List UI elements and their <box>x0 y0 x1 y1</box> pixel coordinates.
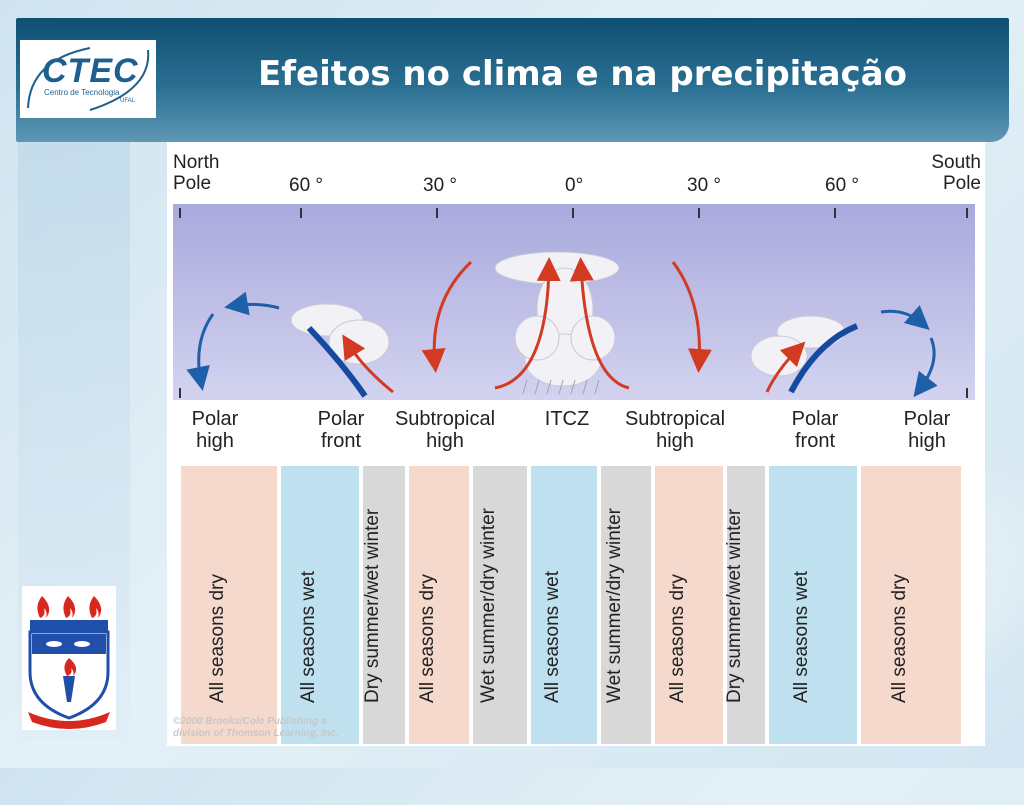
latitude-equator: 0° <box>565 175 584 196</box>
zone-subtropical-high-north: Subtropical high <box>394 408 496 452</box>
ufal-emblem <box>22 586 116 730</box>
south-front-rising-arrow <box>765 341 806 393</box>
south-polar-arrow-top <box>880 305 930 330</box>
itcz-rising-arrow-right <box>569 257 630 390</box>
zone-itcz: ITCZ <box>544 408 590 430</box>
precip-strip-label: All seasons wet <box>298 570 319 703</box>
precip-strip: All seasons wet <box>531 466 597 744</box>
precip-strip: All seasons dry <box>181 466 277 744</box>
south-polar-front-line <box>788 323 859 394</box>
precip-strip: All seasons dry <box>409 466 469 744</box>
precip-strip: Dry summer/wet winter <box>724 466 765 744</box>
logo-swoosh-icon <box>27 47 150 111</box>
zone-polar-front-south: Polar front <box>791 408 839 452</box>
precip-strip-label: Wet summer/dry winter <box>604 508 625 703</box>
latitude-north-pole: North Pole <box>173 152 220 194</box>
precip-strip-label: All seasons wet <box>542 570 563 703</box>
precip-strip: All seasons wet <box>281 466 359 744</box>
zone-polar-front-north: Polar front <box>317 408 365 452</box>
precip-strip: All seasons dry <box>655 466 723 744</box>
image-credit: ©2000 Brooks/Cole Publishing a division … <box>173 716 339 739</box>
precip-strip-label: All seasons dry <box>667 574 688 703</box>
precip-strip: Wet summer/dry winter <box>473 466 527 744</box>
precip-strip: Wet summer/dry winter <box>601 466 651 744</box>
precip-strip: All seasons dry <box>861 466 961 744</box>
precip-strip-label: All seasons dry <box>417 574 438 703</box>
precip-strip: All seasons wet <box>769 466 857 744</box>
precip-strip-label: All seasons dry <box>889 574 910 703</box>
latitude-60s: 60 ° <box>825 175 860 196</box>
latitude-ticks <box>179 208 968 398</box>
itcz-rain <box>522 379 600 395</box>
precip-strip-label: Dry summer/wet winter <box>362 508 383 703</box>
precip-strip-label: Wet summer/dry winter <box>478 508 499 703</box>
diagram-drawing <box>173 204 975 400</box>
north-polar-arrow-down <box>186 313 215 391</box>
climate-diagram: North Pole 60 ° 30 ° 0° 30 ° 60 ° South … <box>167 142 985 746</box>
latitude-30s: 30 ° <box>687 175 722 196</box>
north-polar-front-line <box>306 325 368 398</box>
south-subtropical-sinking-arrow <box>671 261 712 373</box>
zone-polar-high-north: Polar high <box>191 408 239 452</box>
title-bar <box>16 18 1009 142</box>
page-title: Efeitos no clima e na precipitação <box>258 54 907 94</box>
logo-name: CTEC <box>42 52 139 90</box>
ufal-shield-icon <box>28 596 110 729</box>
itcz-rising-arrow-left <box>494 257 561 390</box>
precip-strip-label: All seasons dry <box>207 574 228 703</box>
north-subtropical-sinking-arrow <box>421 260 473 373</box>
logo-subtitle: Centro de Tecnologia <box>44 88 120 97</box>
ctec-logo: CTEC Centro de Tecnologia UFAL <box>20 40 156 118</box>
zone-polar-high-south: Polar high <box>903 408 951 452</box>
precip-strip: Dry summer/wet winter <box>362 466 405 744</box>
zone-subtropical-high-south: Subtropical high <box>624 408 726 452</box>
logo-subtitle-ufal: UFAL <box>120 98 136 104</box>
latitude-south-pole: South Pole <box>931 152 981 194</box>
latitude-60n: 60 ° <box>289 175 324 196</box>
north-front-rising-arrow <box>342 334 394 394</box>
precip-strip-label: Dry summer/wet winter <box>724 508 745 703</box>
north-polar-arrow-top <box>224 291 280 316</box>
latitude-30n: 30 ° <box>423 175 458 196</box>
south-polar-arrow-down <box>913 337 938 398</box>
precip-strip-label: All seasons wet <box>791 570 812 703</box>
